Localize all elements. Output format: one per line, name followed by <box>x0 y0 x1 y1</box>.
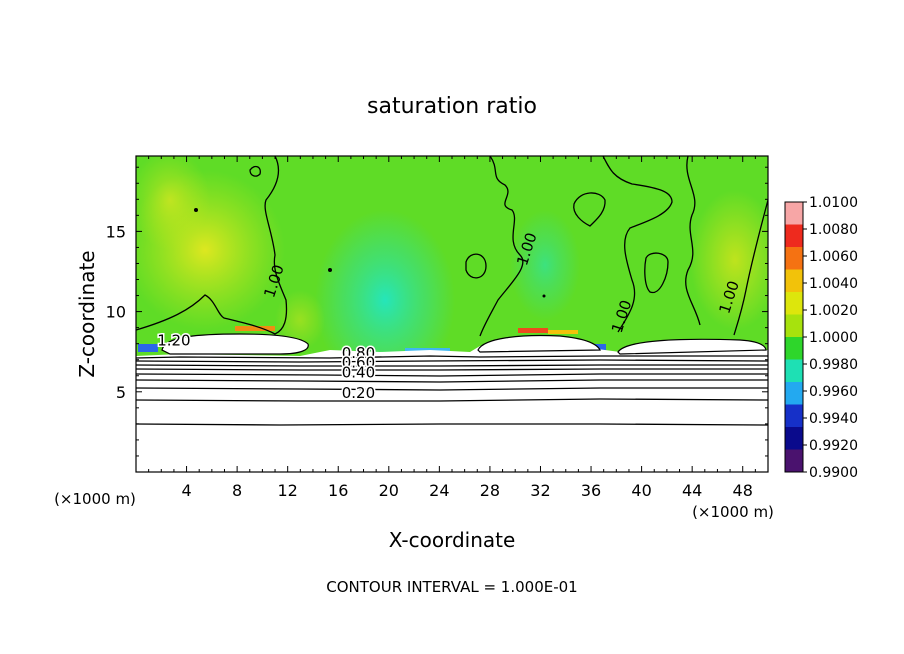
peak-streak <box>235 326 275 331</box>
x-tick-label: 48 <box>733 481 753 500</box>
x-axis: 4 8 12 16 20 24 28 32 36 40 44 48 <box>148 156 756 500</box>
contour-line-0.80 <box>136 355 768 359</box>
x-tick-label: 32 <box>530 481 550 500</box>
colorbar-label: 0.9940 <box>809 411 858 427</box>
x-tick-label: 8 <box>232 481 242 500</box>
colorbar-swatch <box>785 427 803 450</box>
x-tick-label: 4 <box>181 481 191 500</box>
y-axis: 5 10 15 <box>106 166 768 457</box>
y-tick-label: 10 <box>106 303 126 322</box>
x-tick-label: 12 <box>278 481 298 500</box>
contour-line <box>136 379 768 383</box>
y-tick-label: 15 <box>106 222 126 241</box>
x-tick-label: 24 <box>429 481 449 500</box>
colorbar-swatch <box>785 404 803 428</box>
chart-title: saturation ratio <box>367 94 537 119</box>
colorbar-label: 0.9960 <box>809 384 858 400</box>
contour-dot <box>542 294 546 298</box>
contour-dot <box>194 208 198 212</box>
colorbar-swatch <box>785 247 803 270</box>
x-tick-label: 36 <box>581 481 601 500</box>
colorbar-swatch <box>785 382 803 405</box>
supersaturated-region-left-upper <box>136 156 210 250</box>
subsaturated-region-center <box>315 210 455 390</box>
contour-label: 0.40 <box>342 363 375 381</box>
colorbar-swatch <box>785 269 803 293</box>
colorbar-swatch <box>785 359 803 383</box>
x-tick-label: 20 <box>379 481 399 500</box>
colorbar-swatch <box>785 337 803 360</box>
contour-dot <box>328 268 332 272</box>
contour-interval-footer: CONTOUR INTERVAL = 1.000E-01 <box>326 578 577 596</box>
contour-line-0.60 <box>136 364 768 367</box>
y-axis-title: Z-coordinate <box>75 250 99 377</box>
contour-line <box>136 368 768 371</box>
x-tick-label: 44 <box>682 481 702 500</box>
contour-label: 0.60 <box>342 354 375 372</box>
colorbar-swatch <box>785 224 803 248</box>
x-unit-label-left: (×1000 m) <box>54 490 136 508</box>
cloud-pocket-left <box>161 333 309 355</box>
contour-line-1.00 <box>136 156 288 335</box>
colorbar-swatch <box>785 314 803 338</box>
contour-line-0.20 <box>136 398 768 402</box>
contour-label: 0.80 <box>342 344 375 362</box>
contour-lines <box>136 156 768 426</box>
cloud-pocket-right <box>617 338 767 355</box>
colorbar-label: 0.9900 <box>809 465 858 481</box>
x-tick-label: 16 <box>328 481 348 500</box>
contour-line-1.00 <box>479 156 524 337</box>
cloud-pocket-center <box>477 334 601 353</box>
colorbar-label: 0.9980 <box>809 357 858 373</box>
contour-closed <box>465 253 487 279</box>
x-unit-label-right: (×1000 m) <box>692 503 774 521</box>
peak-streak <box>548 330 578 334</box>
subsaturated-region-center-2 <box>510 210 580 320</box>
y-tick-label: 5 <box>116 383 126 402</box>
contour-line <box>136 387 768 391</box>
contour-label: 1.20 <box>157 331 190 349</box>
colorbar-swatch <box>785 202 803 225</box>
x-tick-label: 28 <box>480 481 500 500</box>
colorbar: 1.0100 1.0080 1.0060 1.0040 1.0020 1.0000 0.99… <box>784 195 858 481</box>
contour-closed <box>249 165 261 177</box>
colorbar-swatch <box>785 449 803 473</box>
colorbar-label: 0.9920 <box>809 438 858 454</box>
contour-line <box>136 423 768 426</box>
unsaturated-layer <box>136 344 768 472</box>
x-axis-title: X-coordinate <box>389 528 516 552</box>
colorbar-label: 1.0040 <box>809 276 858 292</box>
contour-line <box>136 359 768 363</box>
colorbar-swatch <box>785 292 803 315</box>
contour-closed <box>573 192 606 227</box>
contour-closed <box>644 252 669 294</box>
x-tick-label: 40 <box>631 481 651 500</box>
contour-label: 0.20 <box>342 384 375 402</box>
colorbar-label: 1.0060 <box>809 249 858 265</box>
contour-line-1.00 <box>685 156 701 326</box>
colorbar-label: 1.0020 <box>809 303 858 319</box>
peak-streak <box>518 328 548 333</box>
colorbar-label: 1.0080 <box>809 222 858 238</box>
contour-line-1.00 <box>733 199 768 336</box>
plot-area <box>136 156 768 472</box>
colorbar-label: 1.0000 <box>809 330 858 346</box>
contour-line-1.00 <box>602 156 673 333</box>
colorbar-label: 1.0100 <box>809 195 858 211</box>
dry-streak <box>138 344 158 352</box>
supersaturated-region-mid <box>275 290 325 350</box>
supersaturated-region-right <box>690 190 768 330</box>
contour-line-0.40 <box>136 373 768 377</box>
